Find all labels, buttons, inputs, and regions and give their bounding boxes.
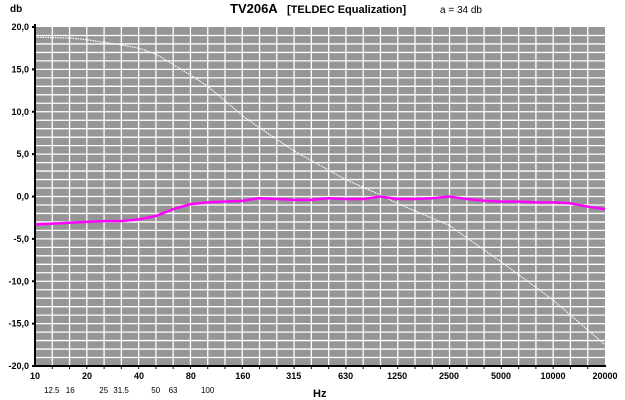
y-tick-label: 20,0 bbox=[11, 22, 29, 32]
x-tick-label: 40 bbox=[134, 371, 144, 381]
x-tick-label: 20 bbox=[82, 371, 92, 381]
x-tick-label: 10 bbox=[30, 371, 40, 381]
x-minor-tick-label: 12.5 bbox=[44, 386, 60, 395]
x-tick-label: 315 bbox=[286, 371, 301, 381]
x-minor-tick-label: 31.5 bbox=[113, 386, 129, 395]
y-tick-label: -15,0 bbox=[8, 319, 29, 329]
x-minor-tick-label: 16 bbox=[66, 386, 75, 395]
x-axis-label: Hz bbox=[313, 388, 327, 400]
y-axis-label: db bbox=[10, 4, 22, 15]
x-tick-label: 5000 bbox=[491, 371, 511, 381]
x-tick-label: 20000 bbox=[592, 371, 617, 381]
chart-title: TV206A bbox=[230, 1, 278, 16]
y-tick-label: -20,0 bbox=[8, 361, 29, 371]
y-tick-label: -10,0 bbox=[8, 276, 29, 286]
x-tick-label: 2500 bbox=[439, 371, 459, 381]
y-tick-label: 10,0 bbox=[11, 107, 29, 117]
x-tick-label: 1250 bbox=[387, 371, 407, 381]
chart-subtitle: [TELDEC Equalization] bbox=[287, 4, 407, 16]
y-tick-label: -5,0 bbox=[13, 234, 29, 244]
y-tick-label: 15,0 bbox=[11, 64, 29, 74]
y-tick-label: 0,0 bbox=[16, 192, 29, 202]
chart-annotation: a = 34 db bbox=[440, 5, 482, 16]
x-minor-tick-label: 63 bbox=[169, 386, 178, 395]
x-tick-label: 160 bbox=[235, 371, 250, 381]
y-tick-label: 5,0 bbox=[16, 149, 29, 159]
x-minor-tick-label: 25 bbox=[99, 386, 108, 395]
x-tick-label: 630 bbox=[338, 371, 353, 381]
x-tick-label: 80 bbox=[186, 371, 196, 381]
series-line-measured bbox=[34, 195, 606, 226]
x-minor-tick-label: 100 bbox=[201, 386, 215, 395]
x-tick-label: 10000 bbox=[541, 371, 566, 381]
x-minor-tick-label: 50 bbox=[151, 386, 160, 395]
